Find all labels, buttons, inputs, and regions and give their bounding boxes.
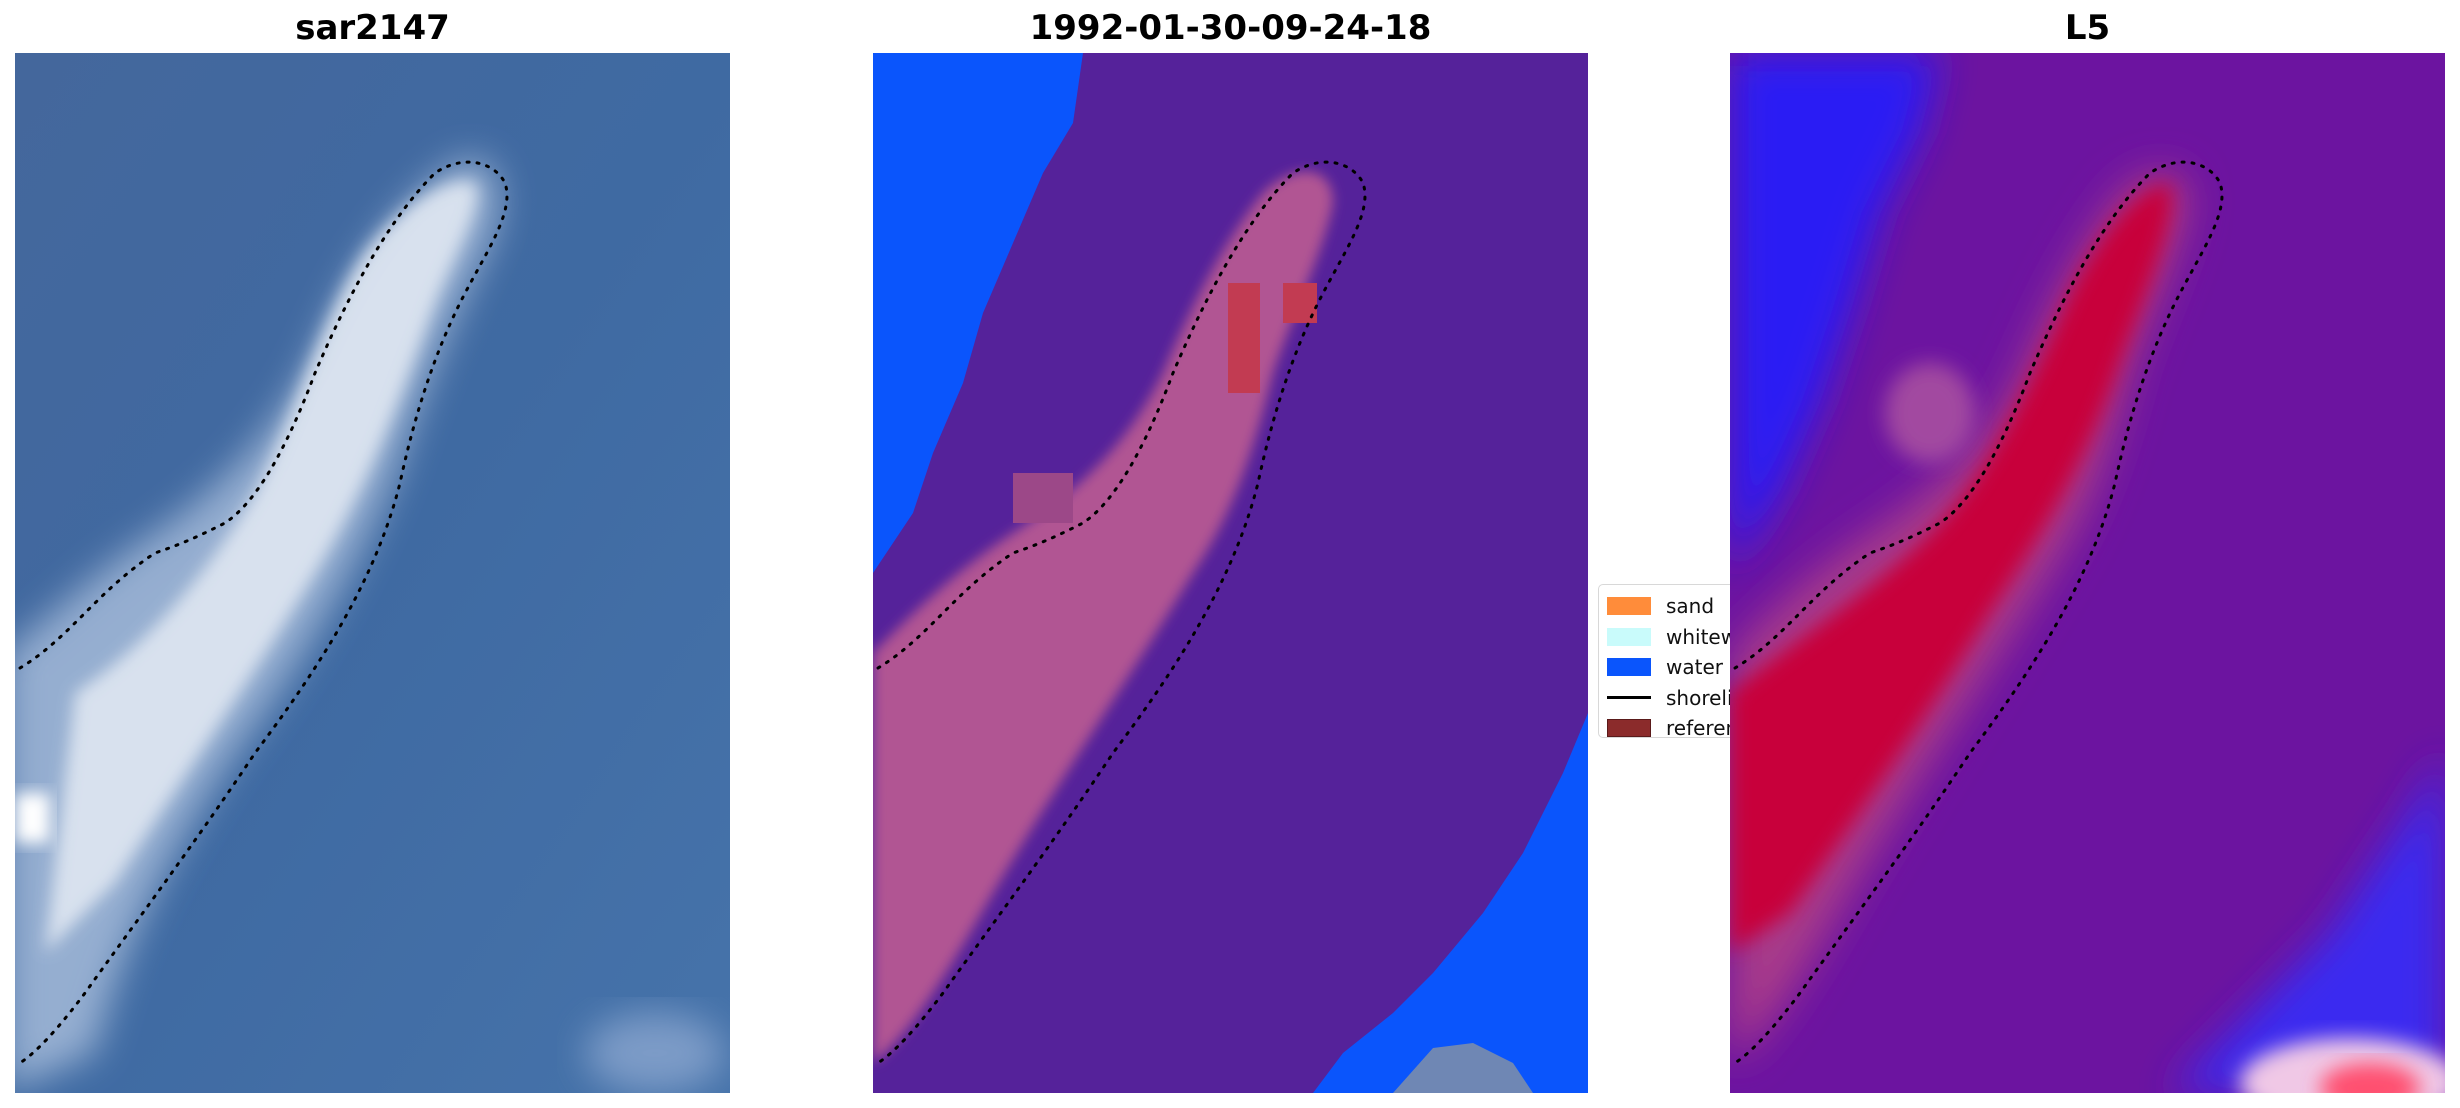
sand-swatch xyxy=(1607,597,1651,616)
legend-item-sand: sand xyxy=(1607,591,1737,622)
legend-item-whitewater: whitewater xyxy=(1607,622,1778,653)
index-image-panel xyxy=(1730,53,2445,1093)
legend-label-sand: sand xyxy=(1666,594,1715,619)
classification-image xyxy=(873,53,1588,1093)
legend-item-reference: reference xyxy=(1607,713,1762,744)
shoreline-line-swatch xyxy=(1607,696,1651,700)
legend-item-water: water xyxy=(1607,652,1737,683)
whitewater-swatch xyxy=(1607,627,1651,646)
index-image xyxy=(1730,53,2445,1093)
legend-label-water: water xyxy=(1666,655,1723,680)
panel-title-rgb: sar2147 xyxy=(295,8,450,48)
reference-swatch xyxy=(1607,719,1651,738)
rgb-image xyxy=(15,53,730,1093)
water-swatch xyxy=(1607,658,1651,677)
legend-item-shoreline: shoreline xyxy=(1607,683,1758,714)
classification-panel xyxy=(873,53,1588,1093)
panel-title-index: L5 xyxy=(2064,8,2111,48)
panel-title-classification: 1992-01-30-09-24-18 xyxy=(1029,8,1432,48)
legend: sand whitewater water shoreline referenc… xyxy=(1598,584,1778,740)
rgb-image-panel xyxy=(15,53,730,1093)
